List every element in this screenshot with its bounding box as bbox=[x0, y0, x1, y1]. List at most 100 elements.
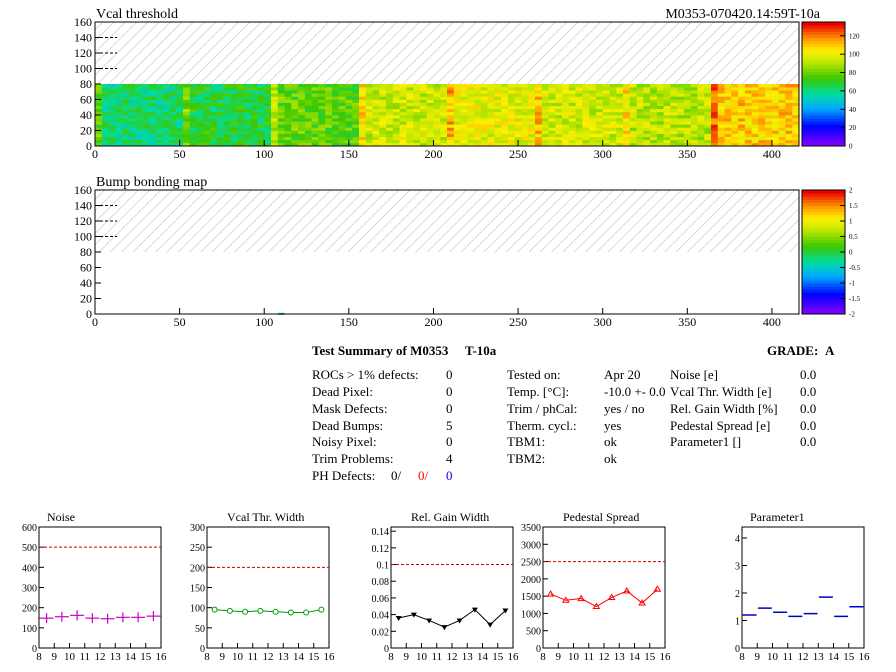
heat-cell bbox=[582, 115, 590, 119]
heat-cell bbox=[724, 115, 732, 119]
y-tick-label: 3500 bbox=[521, 523, 541, 534]
heat-cell bbox=[210, 115, 218, 119]
heat-cell bbox=[250, 142, 258, 147]
heat-cell bbox=[738, 87, 746, 91]
heat-cell bbox=[230, 96, 238, 100]
heat-cell bbox=[751, 136, 759, 141]
heat-cell bbox=[250, 93, 258, 97]
heat-cell bbox=[447, 136, 455, 141]
heat-cell bbox=[650, 84, 658, 88]
heat-cell bbox=[501, 84, 509, 88]
heat-cell bbox=[426, 84, 434, 88]
heat-cell bbox=[535, 105, 543, 110]
heat-cell bbox=[589, 93, 597, 97]
heat-cell bbox=[562, 136, 570, 141]
heat-cell bbox=[731, 108, 739, 113]
heat-cell bbox=[223, 87, 231, 91]
y-tick-label: 20 bbox=[80, 124, 92, 138]
heat-cell bbox=[541, 102, 549, 106]
heat-cell bbox=[738, 127, 746, 131]
heat-cell bbox=[636, 118, 644, 122]
heat-cell bbox=[365, 84, 373, 88]
heat-cell bbox=[426, 111, 434, 116]
heat-cell bbox=[562, 127, 570, 131]
heat-cell bbox=[480, 142, 488, 147]
heat-cell bbox=[528, 115, 536, 119]
heat-cell bbox=[155, 84, 163, 88]
heat-cell bbox=[311, 136, 319, 141]
summary-right-label: Vcal Thr. Width [e] bbox=[670, 384, 772, 399]
heat-cell bbox=[697, 124, 705, 128]
heat-cell bbox=[386, 105, 394, 110]
heat-cell bbox=[467, 105, 475, 110]
heat-cell bbox=[135, 105, 143, 110]
heat-cell bbox=[711, 118, 719, 122]
heat-cell bbox=[514, 136, 522, 141]
heat-cell bbox=[690, 105, 698, 110]
heat-cell bbox=[331, 124, 339, 128]
data-point bbox=[546, 590, 555, 597]
x-tick-label: 11 bbox=[782, 651, 793, 663]
heat-cell bbox=[704, 87, 712, 91]
heat-cell bbox=[386, 136, 394, 141]
heat-cell bbox=[690, 99, 698, 103]
heat-cell bbox=[467, 96, 475, 100]
heat-cell bbox=[169, 84, 177, 88]
palette-cell bbox=[802, 304, 845, 309]
heat-cell bbox=[507, 108, 515, 113]
heat-cell bbox=[379, 121, 387, 125]
heat-cell bbox=[494, 99, 502, 103]
heat-cell bbox=[284, 84, 292, 88]
heat-cell bbox=[758, 118, 766, 122]
heat-cell bbox=[250, 84, 258, 88]
heat-cell bbox=[101, 142, 109, 147]
heat-cell bbox=[589, 118, 597, 122]
y-tick-label: 100 bbox=[74, 62, 92, 76]
heat-cell bbox=[521, 139, 529, 144]
heat-cell bbox=[122, 118, 130, 122]
heat-cell bbox=[528, 124, 536, 128]
heat-cell bbox=[765, 121, 773, 125]
plot-frame bbox=[390, 526, 514, 649]
heat-cell bbox=[697, 133, 705, 137]
heat-cell bbox=[169, 93, 177, 97]
heat-cell bbox=[629, 90, 637, 94]
palette-cell bbox=[802, 139, 845, 144]
heat-cell bbox=[433, 124, 441, 128]
y-tick-label: 120 bbox=[74, 214, 92, 228]
heat-cell bbox=[629, 136, 637, 141]
heat-cell bbox=[243, 90, 251, 94]
heat-cell bbox=[670, 87, 678, 91]
plot-title: Pedestal Spread bbox=[563, 510, 639, 524]
heat-cell bbox=[359, 127, 367, 131]
x-tick-label: 14 bbox=[293, 651, 305, 663]
heat-cell bbox=[650, 118, 658, 122]
heat-cell bbox=[575, 136, 583, 141]
heat-cell bbox=[453, 108, 461, 113]
heat-cell bbox=[704, 99, 712, 103]
summary-left-value: 4 bbox=[446, 451, 453, 466]
heat-cell bbox=[433, 133, 441, 137]
heat-cell bbox=[589, 115, 597, 119]
heat-cell bbox=[122, 133, 130, 137]
heat-cell bbox=[359, 93, 367, 97]
heat-cell bbox=[122, 99, 130, 103]
heat-cell bbox=[155, 136, 163, 141]
heat-cell bbox=[656, 124, 664, 128]
heat-cell bbox=[345, 96, 353, 100]
heat-cell bbox=[460, 108, 468, 113]
heat-cell bbox=[189, 90, 197, 94]
y-tick-label: 60 bbox=[80, 261, 92, 275]
heat-cell bbox=[183, 90, 191, 94]
y-tick-label: 0.06 bbox=[372, 594, 390, 605]
heat-cell bbox=[677, 87, 685, 91]
heat-cell bbox=[629, 111, 637, 116]
heat-cell bbox=[758, 93, 766, 97]
heat-cell bbox=[595, 127, 603, 131]
heat-cell bbox=[758, 108, 766, 113]
heat-cell bbox=[623, 130, 631, 134]
heat-cell bbox=[501, 90, 509, 94]
heat-cell bbox=[507, 127, 515, 131]
heat-cell bbox=[528, 111, 536, 116]
heat-cell bbox=[399, 142, 407, 147]
